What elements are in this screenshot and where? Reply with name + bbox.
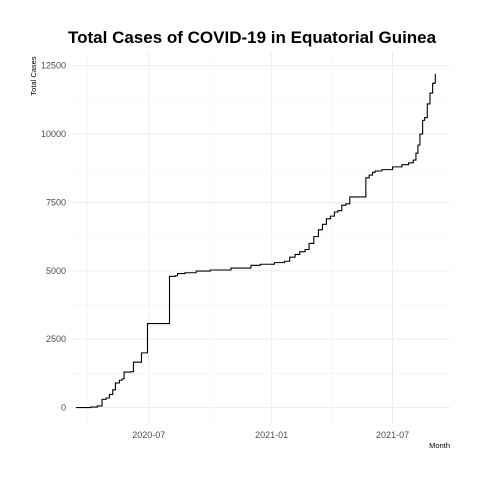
- y-tick-label: 2500: [46, 334, 66, 344]
- y-tick-label: 7500: [46, 197, 66, 207]
- y-axis-ticks: 0 2500 5000 7500 10000 12500: [41, 61, 66, 413]
- y-tick-label: 5000: [46, 266, 66, 276]
- y-tick-label: 10000: [41, 129, 66, 139]
- series-line-total-cases: [76, 73, 436, 409]
- y-tick-label: 12500: [41, 61, 66, 71]
- y-axis-label: Total Cases: [29, 56, 38, 95]
- x-tick-label: 2021-07: [376, 430, 409, 440]
- x-axis-label: Month: [429, 441, 450, 450]
- x-tick-label: 2021-01: [255, 430, 288, 440]
- x-axis-ticks: 2020-07 2021-01 2021-07: [132, 430, 409, 440]
- y-tick-label: 0: [61, 403, 66, 413]
- gridlines: [72, 52, 450, 424]
- chart-title: Total Cases of COVID-19 in Equatorial Gu…: [68, 28, 437, 47]
- x-tick-label: 2020-07: [132, 430, 165, 440]
